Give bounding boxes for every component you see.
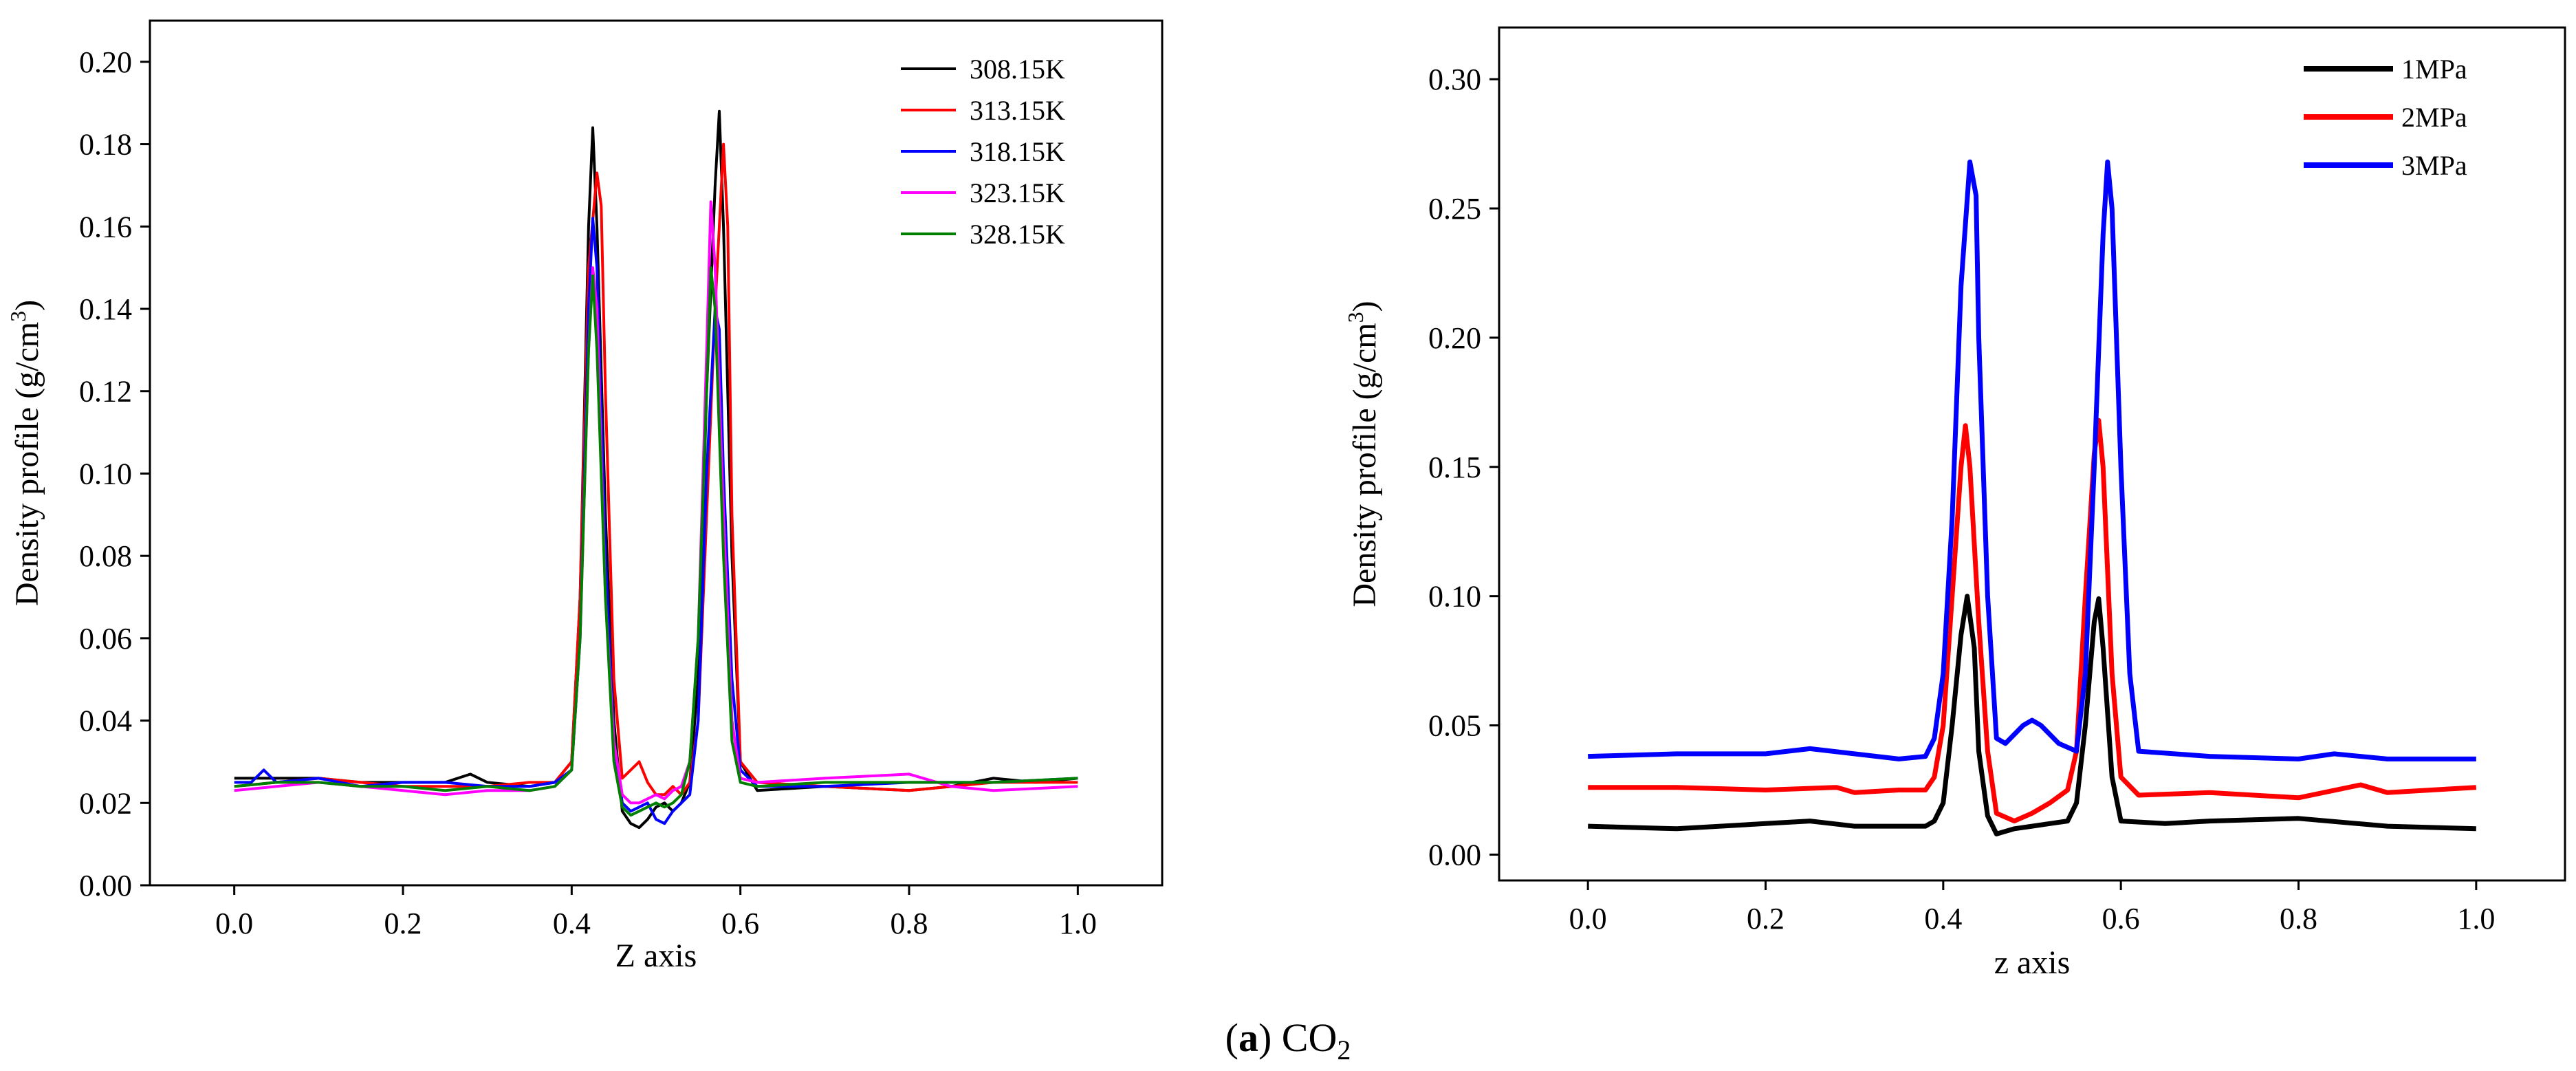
y-tick-label: 0.18 — [79, 128, 132, 162]
y-tick-label: 0.30 — [1428, 63, 1481, 96]
x-tick-label: 0.0 — [215, 907, 253, 940]
y-axis-title-close: ) — [1346, 301, 1383, 312]
x-tick-label: 1.0 — [1059, 907, 1097, 940]
legend-label: 323.15K — [970, 177, 1065, 208]
plot-frame — [149, 19, 1164, 887]
y-tick-label: 0.02 — [79, 786, 132, 820]
y-tick-label: 0.08 — [79, 539, 132, 573]
y-axis-title-main: Density profile (g/cm — [1346, 323, 1383, 607]
x-tick-label: 0.2 — [1747, 902, 1784, 935]
series-line-323.15k — [234, 200, 1078, 805]
y-tick-label: 0.20 — [79, 45, 132, 79]
figure-caption: (a) CO2 — [1225, 1015, 1351, 1065]
caption-bold: a — [1238, 1015, 1258, 1060]
y-axis-title: Density profile (g/cm3) — [6, 300, 45, 606]
y-tick-label: 0.04 — [79, 704, 132, 738]
legend-label: 2MPa — [2401, 102, 2467, 133]
y-tick-label: 0.15 — [1428, 451, 1481, 484]
x-tick-label: 0.8 — [2280, 902, 2317, 935]
x-tick-label: 0.6 — [2102, 902, 2140, 935]
y-axis-title-superscript: 3 — [1343, 312, 1368, 323]
caption-suffix: ) CO — [1258, 1015, 1337, 1060]
y-axis-title-superscript: 3 — [6, 311, 30, 322]
series-line-1mpa — [1588, 594, 2476, 836]
series-line-3mpa — [1588, 159, 2476, 761]
chart-pressure: 0.00 0.05 0.10 0.15 0.20 0.25 0.30 0.0 0.2 0.4 0.6… — [1343, 26, 2566, 981]
legend-label: 313.15K — [970, 95, 1065, 126]
y-tick-label: 0.05 — [1428, 709, 1481, 743]
x-tick-label: 0.6 — [721, 907, 759, 940]
y-axis-title-main: Density profile (g/cm — [9, 322, 45, 606]
x-tick-label: 0.8 — [891, 907, 928, 940]
series-line-308.15k — [234, 109, 1078, 830]
x-tick-label: 0.4 — [1924, 902, 1962, 935]
series-line-328.15k — [234, 266, 1078, 817]
legend-label: 328.15K — [970, 219, 1065, 250]
x-tick-label: 1.0 — [2457, 902, 2495, 935]
y-axis-title: Density profile (g/cm3) — [1343, 301, 1383, 607]
y-tick-label: 0.06 — [79, 622, 132, 656]
legend-label: 318.15K — [970, 136, 1065, 167]
series-line-313.15k — [234, 142, 1078, 797]
x-tick-label: 0.2 — [384, 907, 422, 940]
y-tick-label: 0.10 — [79, 457, 132, 490]
y-tick-label: 0.00 — [1428, 838, 1481, 872]
x-axis-title: z axis — [1994, 944, 2071, 981]
legend-label: 308.15K — [970, 54, 1065, 85]
x-tick-label: 0.4 — [553, 907, 591, 940]
x-axis-title: Z axis — [615, 938, 697, 974]
legend-label: 1MPa — [2401, 54, 2467, 85]
y-tick-label: 0.20 — [1428, 321, 1481, 355]
series-line-318.15k — [234, 217, 1078, 825]
y-tick-label: 0.12 — [79, 375, 132, 409]
caption-prefix: ( — [1225, 1015, 1238, 1060]
chart-temperature: 0.00 0.02 0.04 0.06 0.08 0.10 0.12 0.14 0.16 0.18… — [6, 19, 1164, 974]
legend-label: 3MPa — [2401, 150, 2467, 181]
series-line-2mpa — [1588, 418, 2477, 824]
y-axis-title-close: ) — [9, 300, 45, 311]
y-tick-label: 0.00 — [79, 869, 132, 902]
y-tick-label: 0.16 — [79, 210, 132, 244]
x-tick-label: 0.0 — [1569, 902, 1607, 935]
y-tick-label: 0.25 — [1428, 192, 1481, 226]
caption-subscript: 2 — [1337, 1035, 1351, 1065]
y-tick-label: 0.10 — [1428, 580, 1481, 614]
plot-frame — [1498, 26, 2566, 882]
y-tick-label: 0.14 — [79, 292, 132, 326]
